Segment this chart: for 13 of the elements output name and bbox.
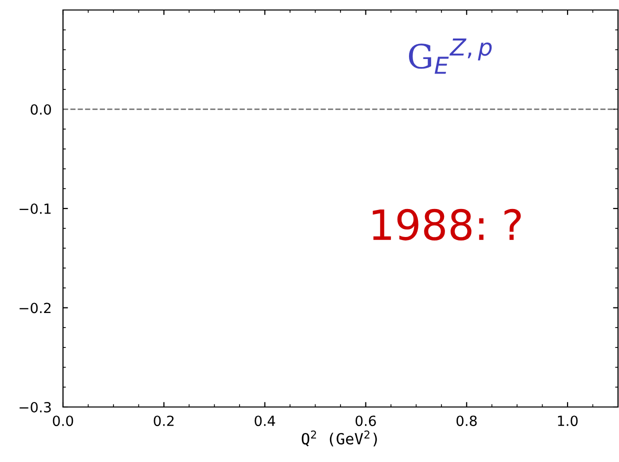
x-tick-label: 0.0 [52,416,74,426]
y-tick-label: −0.2 [20,302,50,314]
annotation: 1988: ? [372,208,521,240]
x-tick-label: 1.0 [558,416,578,426]
y-tick-label: 0.0 [30,104,51,115]
x-tick-label: 0.6 [356,416,376,426]
x-tick-label: 0.4 [254,416,276,426]
y-tick-label: −0.1 [20,203,51,214]
y-tick-label: −0.3 [20,402,51,412]
x-tick-label: 0.8 [456,416,477,426]
text: Q$^{2}$ (GeV$^{2}$) [302,430,377,446]
annotation: G$_{E}$$^{Z,p}$ [408,38,492,74]
x-tick-label: 0.2 [154,416,174,426]
